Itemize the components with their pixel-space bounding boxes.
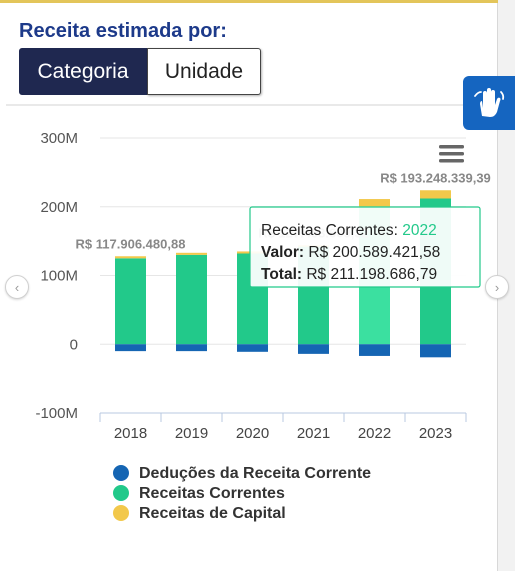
tooltip-valor-label: Valor: — [261, 244, 304, 261]
y-tick-label: -100M — [35, 405, 78, 422]
chart-legend: Deduções da Receita Corrente Receitas Cor… — [113, 465, 371, 522]
legend-item[interactable]: Receitas de Capital — [113, 505, 286, 522]
hamburger-menu-icon[interactable] — [439, 145, 464, 163]
revenue-chart: -100M 0 100M 200M 300M 2018 2019 2020 2021 2022 20… — [35, 130, 491, 522]
accessibility-button[interactable] — [463, 76, 515, 130]
x-tick-label: 2023 — [419, 425, 452, 442]
tooltip-valor-value: R$ 200.589.421,58 — [304, 244, 440, 261]
x-tick-label: 2018 — [114, 425, 147, 442]
stack-total-label: R$ 117.906.480,88 — [76, 236, 186, 251]
tooltip-total: Total: R$ 211.198.686,79 — [261, 266, 437, 283]
tooltip-total-value: R$ 211.198.686,79 — [302, 266, 437, 283]
x-tick-label: 2021 — [297, 425, 330, 442]
stack-total-label: R$ 193.248.339,39 — [380, 170, 491, 185]
page-title: Receita estimada por: — [19, 20, 227, 42]
legend-marker — [113, 485, 129, 501]
legend-item[interactable]: Receitas Correntes — [113, 485, 285, 502]
x-tick-label: 2020 — [236, 425, 269, 442]
chevron-right-icon[interactable]: › — [485, 275, 509, 299]
tooltip-series-name: Receitas Correntes — [261, 222, 394, 239]
legend-label: Receitas de Capital — [139, 505, 286, 522]
divider — [6, 104, 496, 106]
menu-bar — [439, 152, 464, 156]
bar-deducoes — [298, 344, 329, 354]
menu-bar — [439, 159, 464, 163]
bar-deducoes — [420, 344, 451, 358]
revenue-card: Receita estimada por: Categoria Unidade … — [0, 0, 498, 571]
tooltip-sep: : — [394, 222, 403, 239]
bar-capital — [420, 190, 451, 199]
unidade-button[interactable]: Unidade — [147, 48, 261, 95]
bar-capital — [359, 199, 390, 207]
bar-deducoes — [115, 344, 146, 352]
categoria-button[interactable]: Categoria — [19, 48, 147, 95]
bar-capital — [176, 252, 207, 255]
legend-label: Receitas Correntes — [139, 485, 285, 502]
bar-correntes — [115, 258, 146, 345]
view-toggle: Categoria Unidade — [19, 48, 261, 95]
chevron-left-icon[interactable]: ‹ — [5, 275, 29, 299]
tooltip-series: Receitas Correntes: 2022 — [261, 222, 437, 239]
bar-deducoes — [176, 344, 207, 352]
y-tick-label: 200M — [40, 199, 78, 216]
legend-label: Deduções da Receita Corrente — [139, 465, 371, 482]
sign-language-icon — [474, 88, 505, 117]
bar-capital — [115, 256, 146, 259]
legend-marker — [113, 465, 129, 481]
y-tick-label: 300M — [40, 130, 78, 147]
y-tick-label: 100M — [40, 268, 78, 285]
menu-bar — [439, 145, 464, 149]
x-tick-label: 2019 — [175, 425, 208, 442]
x-tick-label: 2022 — [358, 425, 391, 442]
tooltip-total-label: Total: — [261, 266, 302, 283]
tooltip-valor: Valor: R$ 200.589.421,58 — [261, 244, 440, 261]
bar-correntes — [176, 254, 207, 345]
chart-tooltip: Receitas Correntes: 2022 Valor: R$ 200.58… — [249, 206, 481, 288]
tooltip-box — [249, 206, 481, 288]
legend-marker — [113, 505, 129, 521]
bar-deducoes — [237, 344, 268, 352]
tooltip-category: 2022 — [402, 222, 436, 239]
bar-deducoes — [359, 344, 390, 356]
y-tick-label: 0 — [70, 336, 78, 353]
legend-item[interactable]: Deduções da Receita Corrente — [113, 465, 371, 482]
card-accent-line — [0, 0, 498, 3]
